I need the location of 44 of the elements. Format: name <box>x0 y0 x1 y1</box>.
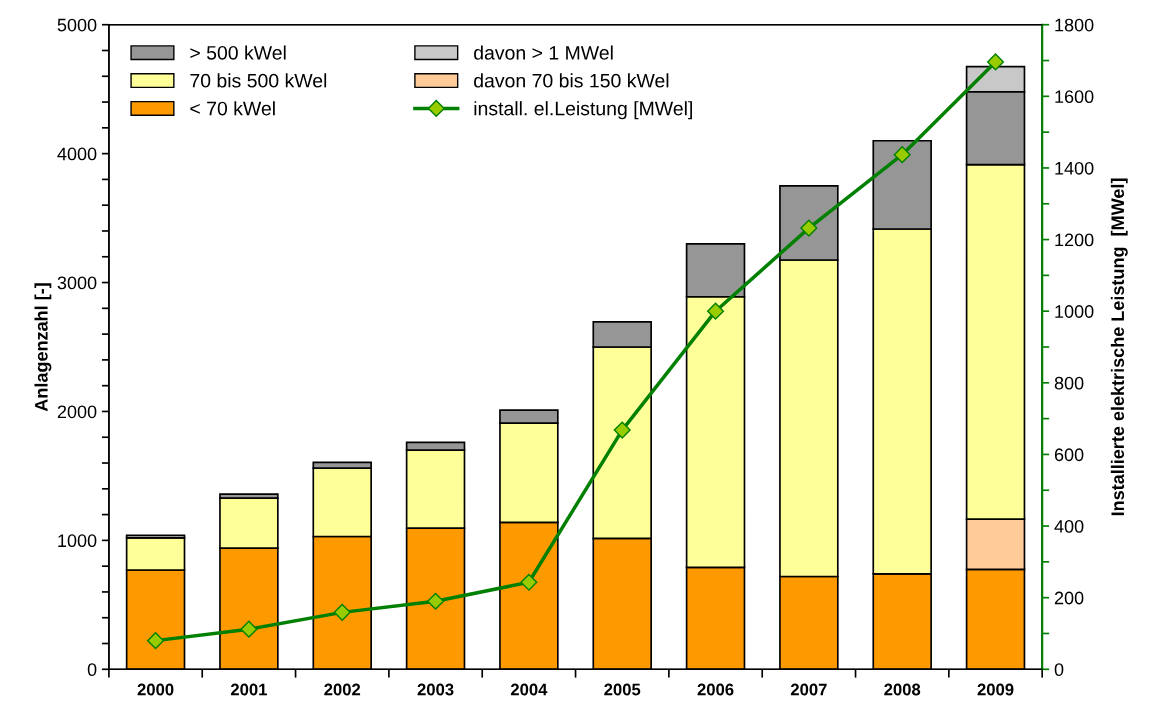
point <box>893 146 911 164</box>
y2-tick-label: 1400 <box>1055 161 1094 175</box>
x-tick-label: 2009 <box>977 683 1014 696</box>
y2-tick-label: 600 <box>1054 448 1084 462</box>
y2-tick-label: 400 <box>1054 519 1084 533</box>
x-tick-label: 2008 <box>884 683 921 696</box>
point <box>520 573 538 591</box>
y2-axis-title: Installierte elektrische Leistung [MWel] <box>1110 178 1128 516</box>
y2-tick-label: 1000 <box>1055 305 1094 318</box>
y2-tick-label: 200 <box>1054 591 1084 605</box>
y-tick-label: 4000 <box>57 147 97 161</box>
y2-tick-label: 1200 <box>1055 233 1094 247</box>
x-tick-label: 2003 <box>417 683 454 696</box>
x-tick-label: 2004 <box>510 683 548 696</box>
y-tick-label: 1000 <box>58 534 97 548</box>
y2-tick-label: 0 <box>1054 663 1064 677</box>
y2-tick-label: 1600 <box>1055 90 1094 104</box>
legend-label: > 500 kWel <box>190 45 286 60</box>
y2-tick-label: 1800 <box>1055 18 1094 32</box>
x-tick-label: 2000 <box>137 683 174 696</box>
point <box>240 620 258 638</box>
point <box>800 219 818 237</box>
legend-label: davon 70 bis 150 kWel <box>474 73 669 88</box>
x-tick-label: 2007 <box>790 683 827 696</box>
y-tick-label: 0 <box>87 663 97 677</box>
point <box>333 603 351 621</box>
point <box>706 302 725 320</box>
point <box>147 632 165 650</box>
legend-label: davon > 1 MWel <box>474 45 613 60</box>
point <box>986 53 1005 71</box>
y-axis-title: Anlagenzahl [-] <box>34 283 52 412</box>
legend-label: 70 bis 500 kWel <box>190 73 327 88</box>
x-tick-label: 2001 <box>230 683 267 696</box>
point <box>427 592 445 610</box>
point <box>613 421 631 439</box>
y-tick-label: 5000 <box>57 18 97 32</box>
legend-label: install. el.Leistung [MWel] <box>474 101 692 120</box>
y2-tick-label: 800 <box>1054 376 1084 390</box>
x-tick-label: 2002 <box>324 683 361 696</box>
legend-label: < 70 kWel <box>190 101 275 116</box>
x-tick-label: 2006 <box>697 683 734 696</box>
y-tick-label: 3000 <box>57 276 97 290</box>
y-tick-label: 2000 <box>57 405 97 419</box>
x-tick-label: 2005 <box>604 683 641 696</box>
